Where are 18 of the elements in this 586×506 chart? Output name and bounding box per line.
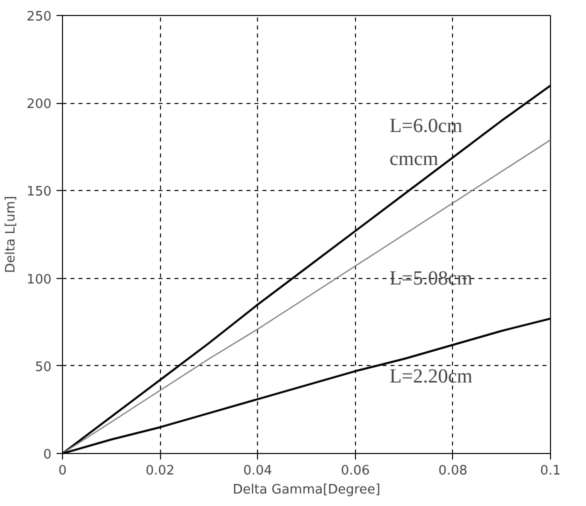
y-tick-label: 250: [26, 10, 52, 24]
series-label: L=6.0cm: [389, 114, 463, 137]
x-axis-title: Delta Gamma[Degree]: [232, 482, 380, 498]
x-tick-label: 0.1: [540, 464, 561, 478]
x-tick-label: 0.06: [340, 464, 370, 478]
y-tick-label: 150: [26, 184, 52, 200]
x-tick-label: 0: [58, 464, 67, 478]
y-tick-label: 200: [26, 97, 52, 112]
y-tick-label: 100: [26, 272, 52, 288]
x-tick-label: 0.02: [146, 464, 175, 478]
y-tick-label: 50: [34, 360, 52, 375]
series-label: L=2.20cm: [389, 365, 473, 388]
x-tick-label: 0.08: [438, 464, 468, 478]
y-axis-title: Delta L[um]: [4, 196, 19, 274]
y-tick-label: 0: [43, 448, 52, 462]
x-tick-label: 0.04: [243, 464, 272, 478]
annotation: cmcm: [389, 148, 439, 170]
series-label: L=5.08cm: [389, 267, 473, 290]
